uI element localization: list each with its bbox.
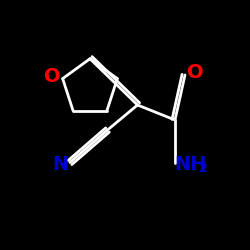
Text: NH: NH — [174, 156, 206, 174]
Text: O: O — [187, 63, 203, 82]
Text: N: N — [52, 156, 68, 174]
Text: 2: 2 — [200, 162, 208, 175]
Text: O: O — [44, 66, 61, 86]
